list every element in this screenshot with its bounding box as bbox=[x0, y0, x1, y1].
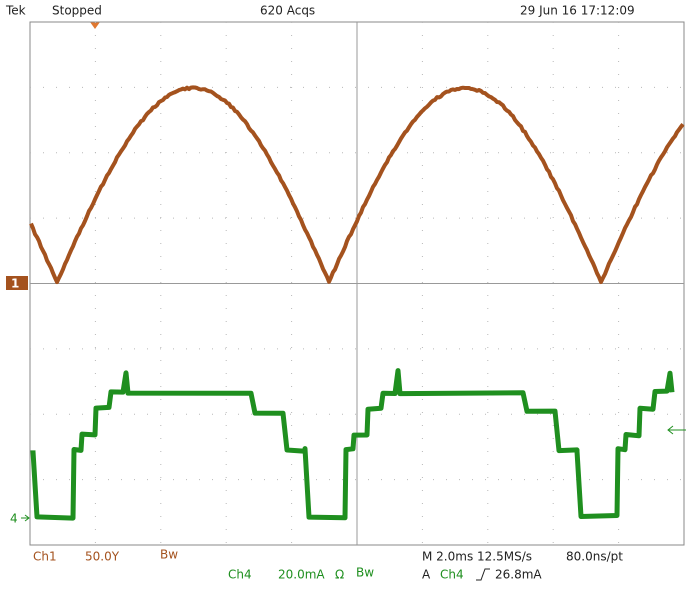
acquisitions: 620 Acqs bbox=[260, 4, 315, 18]
trigger-label: A bbox=[422, 568, 431, 582]
ch1-marker: 1 bbox=[11, 277, 19, 291]
ch1-bandwidth: Bw bbox=[160, 548, 178, 562]
ch4-marker: 4 bbox=[10, 512, 18, 526]
ch4-scale: 20.0mA bbox=[278, 568, 325, 582]
brand: Tek bbox=[5, 4, 26, 18]
status: Stopped bbox=[52, 4, 102, 18]
ch4-label: Ch4 bbox=[228, 568, 252, 582]
ch1-label: Ch1 bbox=[33, 550, 57, 564]
timebase: M 2.0ms 12.5MS/s bbox=[422, 550, 532, 564]
timestamp: 29 Jun 16 17:12:09 bbox=[520, 4, 635, 18]
trigger-level: 26.8mA bbox=[495, 568, 542, 582]
ch1-scale: 50.0Y bbox=[85, 550, 120, 564]
ch4-impedance: Ω bbox=[335, 568, 344, 582]
trigger-source: Ch4 bbox=[440, 568, 464, 582]
ch4-bandwidth: Bw bbox=[356, 566, 374, 580]
record-length: 80.0ns/pt bbox=[566, 550, 623, 564]
